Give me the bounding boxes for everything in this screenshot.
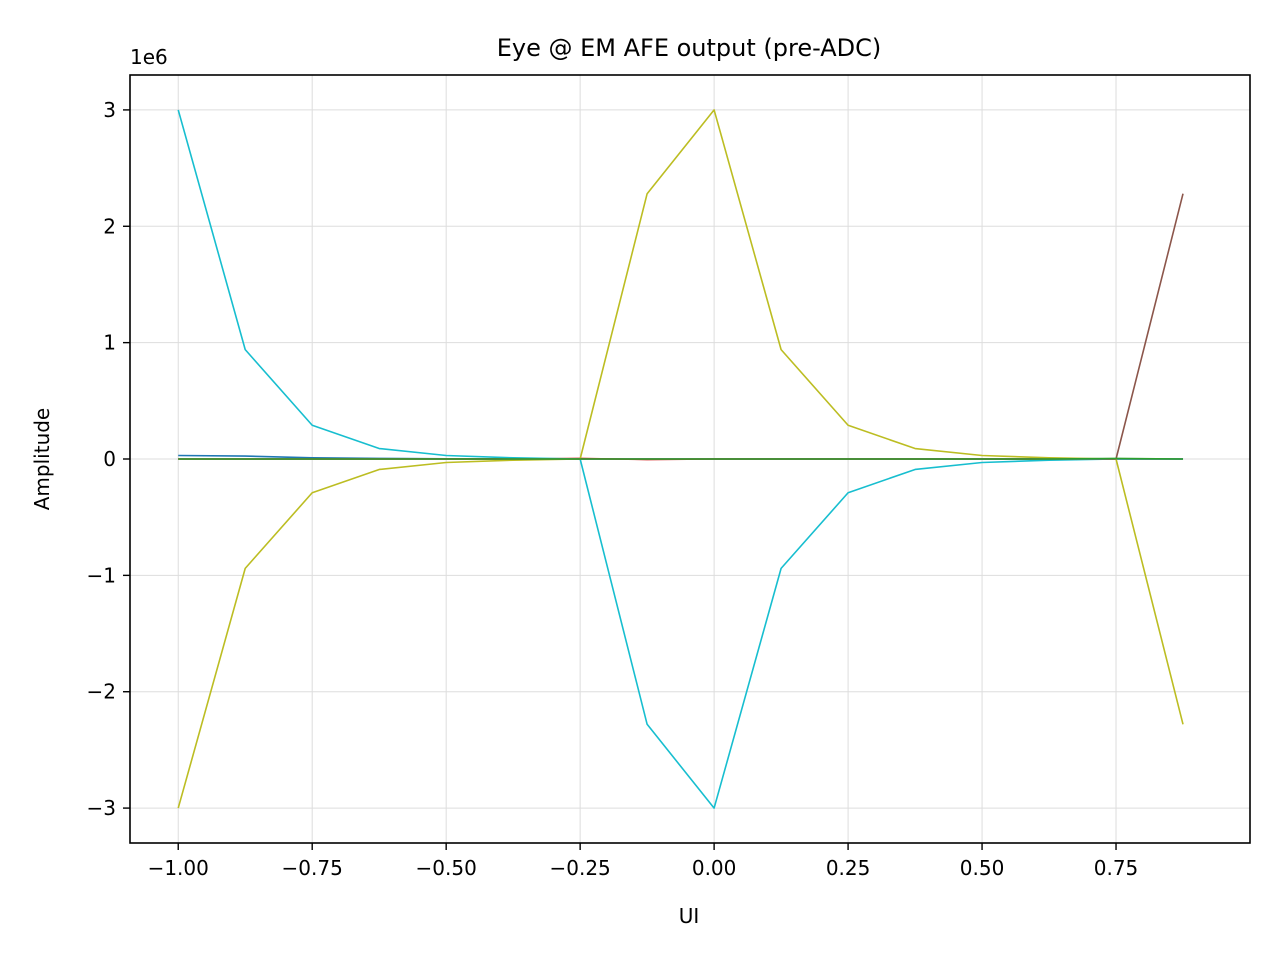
y-offset-label: 1e6 bbox=[130, 45, 168, 69]
x-tick-label: 0.75 bbox=[1094, 856, 1139, 880]
y-tick-label: 1 bbox=[103, 331, 116, 355]
chart-title: Eye @ EM AFE output (pre-ADC) bbox=[497, 34, 882, 62]
x-tick-label: −0.25 bbox=[549, 856, 610, 880]
y-tick-label: −1 bbox=[87, 563, 116, 587]
series-line bbox=[178, 193, 1184, 460]
x-tick-label: −1.00 bbox=[148, 856, 209, 880]
x-tick-label: 0.50 bbox=[960, 856, 1005, 880]
y-tick-label: 3 bbox=[103, 98, 116, 122]
series-line bbox=[177, 109, 1184, 809]
y-tick-label: 2 bbox=[103, 214, 116, 238]
y-tick-label: −2 bbox=[87, 680, 116, 704]
series-line bbox=[178, 457, 1184, 460]
x-tick-label: −0.75 bbox=[282, 856, 343, 880]
x-tick-label: 0.25 bbox=[826, 856, 871, 880]
y-axis-title: Amplitude bbox=[30, 408, 54, 511]
x-tick-label: −0.50 bbox=[416, 856, 477, 880]
ticks-layer: −1.00 −0.75 −0.50 −0.25 0.00 0.25 0.50 0.75 −3 −2… bbox=[87, 98, 1139, 880]
series-line bbox=[177, 109, 1184, 809]
y-tick-label: −3 bbox=[87, 796, 116, 820]
y-tick-label: 0 bbox=[103, 447, 116, 471]
x-axis-title: UI bbox=[679, 904, 700, 928]
x-tick-label: 0.00 bbox=[692, 856, 737, 880]
series-layer bbox=[177, 109, 1184, 809]
